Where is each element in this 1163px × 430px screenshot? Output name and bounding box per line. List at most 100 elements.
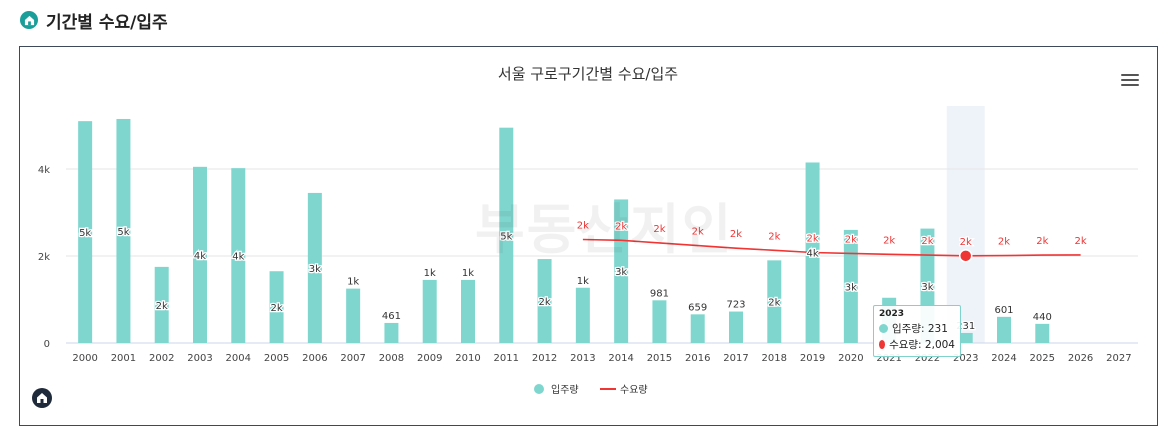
x-tick-label: 2022 (915, 353, 940, 364)
bar-2010 (461, 279, 475, 343)
bar-2007 (346, 288, 361, 343)
line-data-label: 2k (577, 220, 589, 231)
tooltip-supply-text: 입주량: 231 (892, 323, 948, 335)
line-data-label: 2k (921, 236, 933, 247)
x-tick-label: 2006 (302, 353, 327, 364)
bar-data-label: 440 (1033, 312, 1052, 323)
line-data-label: 2k (806, 234, 818, 245)
y-tick-label: 2k (38, 252, 50, 263)
bar-2002 (154, 266, 169, 343)
brand-home-icon[interactable] (32, 388, 52, 408)
tooltip-demand-text: 수요량: 2,004 (889, 339, 955, 351)
x-tick-label: 2012 (532, 353, 557, 364)
y-tick-label: 4k (38, 165, 50, 176)
bar-2016 (690, 314, 705, 343)
x-tick-label: 2015 (647, 353, 672, 364)
bar-data-label: 5k (500, 231, 512, 242)
bar-2020 (843, 229, 858, 343)
bar-data-label: 3k (615, 267, 627, 278)
bar-data-label: 3k (309, 264, 321, 275)
x-tick-label: 2026 (1068, 353, 1093, 364)
bar-data-label: 5k (79, 228, 91, 239)
x-tick-label: 2011 (494, 353, 519, 364)
x-tick-label: 2023 (953, 353, 978, 364)
section-title: 기간별 수요/입주 (46, 12, 168, 33)
bar-data-label: 461 (382, 311, 401, 322)
line-data-label: 2k (768, 231, 780, 242)
bar-2013 (575, 287, 590, 343)
x-tick-label: 2021 (876, 353, 901, 364)
bar-2000 (78, 121, 93, 344)
bar-2023 (958, 332, 973, 343)
demand-line (582, 238, 1081, 257)
bar-data-label: 1k (577, 276, 589, 287)
bar-data-label: 2k (156, 301, 168, 312)
line-data-label: 2k (960, 237, 972, 248)
bar-data-label: 5k (117, 227, 129, 238)
legend-supply-label: 입주량 (551, 383, 579, 396)
tooltip-title: 2023 (879, 309, 905, 319)
x-tick-label: 2010 (455, 353, 480, 364)
bar-data-label: 2k (538, 297, 550, 308)
home-icon (20, 11, 38, 29)
x-tick-label: 2018 (762, 353, 787, 364)
bar-2003 (193, 166, 207, 343)
demand-supply-chart[interactable]: 서울 구로구기간별 수요/입주 0 2k 4k 2000 2001 2002 2003 2004… (20, 47, 1157, 425)
bar-data-label: 1k (347, 277, 359, 288)
chart-panel: 서울 구로구기간별 수요/입주 0 2k 4k 2000 2001 2002 2003 2004… (19, 46, 1158, 426)
bar-data-label: 2k (768, 298, 780, 309)
line-data-label: 2k (653, 224, 665, 235)
tooltip-supply-row: 입주량: 231 (879, 321, 955, 336)
highlight-band (946, 106, 985, 343)
x-tick-label: 2002 (149, 353, 174, 364)
x-tick-label: 2008 (379, 353, 404, 364)
bar-data-label: 981 (650, 288, 669, 299)
legend-supply-marker (534, 384, 544, 394)
section-header: 기간별 수요/입주 (20, 8, 168, 33)
bar-2009 (422, 279, 437, 343)
line-data-label: 2k (692, 227, 704, 238)
line-data-label: 2k (1074, 236, 1086, 247)
chart-title: 서울 구로구기간별 수요/입주 (498, 65, 678, 83)
x-tick-label: 2004 (226, 353, 251, 364)
line-data-label: 2k (1036, 236, 1048, 247)
bar-2024 (997, 316, 1011, 343)
bar-data-label: 4k (232, 252, 244, 263)
x-tick-label: 2001 (111, 353, 136, 364)
bar-2006 (307, 192, 322, 343)
x-tick-label: 2013 (570, 353, 595, 364)
x-tick-label: 2019 (800, 353, 825, 364)
bar-2014 (614, 199, 629, 343)
bar-data-label: 4k (806, 249, 818, 260)
y-tick-label: 0 (44, 339, 50, 350)
bar-data-label: 1k (424, 268, 436, 279)
x-tick-label: 2005 (264, 353, 289, 364)
supply-dot-icon (879, 324, 888, 333)
bar-2017 (729, 311, 743, 343)
bar-data-label: 1k (462, 268, 474, 279)
x-tick-label: 2009 (417, 353, 442, 364)
x-tick-label: 2016 (685, 353, 710, 364)
line-data-label: 2k (998, 237, 1010, 248)
bar-2005 (269, 271, 284, 343)
bar-data-label: 3k (845, 282, 857, 293)
menu-icon (1121, 74, 1139, 76)
x-tick-label: 2027 (1106, 353, 1131, 364)
chart-menu-button[interactable] (1121, 71, 1139, 87)
x-tick-label: 2025 (1030, 353, 1055, 364)
x-tick-label: 2020 (838, 353, 863, 364)
x-tick-label: 2014 (608, 353, 633, 364)
bar-data-label: 4k (194, 251, 206, 262)
line-data-label: 2k (845, 234, 857, 245)
bar-2012 (537, 259, 552, 343)
bar-2018 (767, 260, 782, 343)
bar-data-label: 2k (270, 303, 282, 314)
x-tick-label: 2000 (72, 353, 97, 364)
tooltip-demand-row: 수요량: 2,004 (879, 337, 955, 352)
bar-2015 (652, 300, 667, 343)
bar-2004 (231, 168, 246, 343)
bar-2025 (1035, 323, 1050, 343)
bar-data-label: 723 (726, 300, 745, 311)
x-tick-label: 2024 (991, 353, 1016, 364)
line-data-label: 2k (883, 235, 895, 246)
